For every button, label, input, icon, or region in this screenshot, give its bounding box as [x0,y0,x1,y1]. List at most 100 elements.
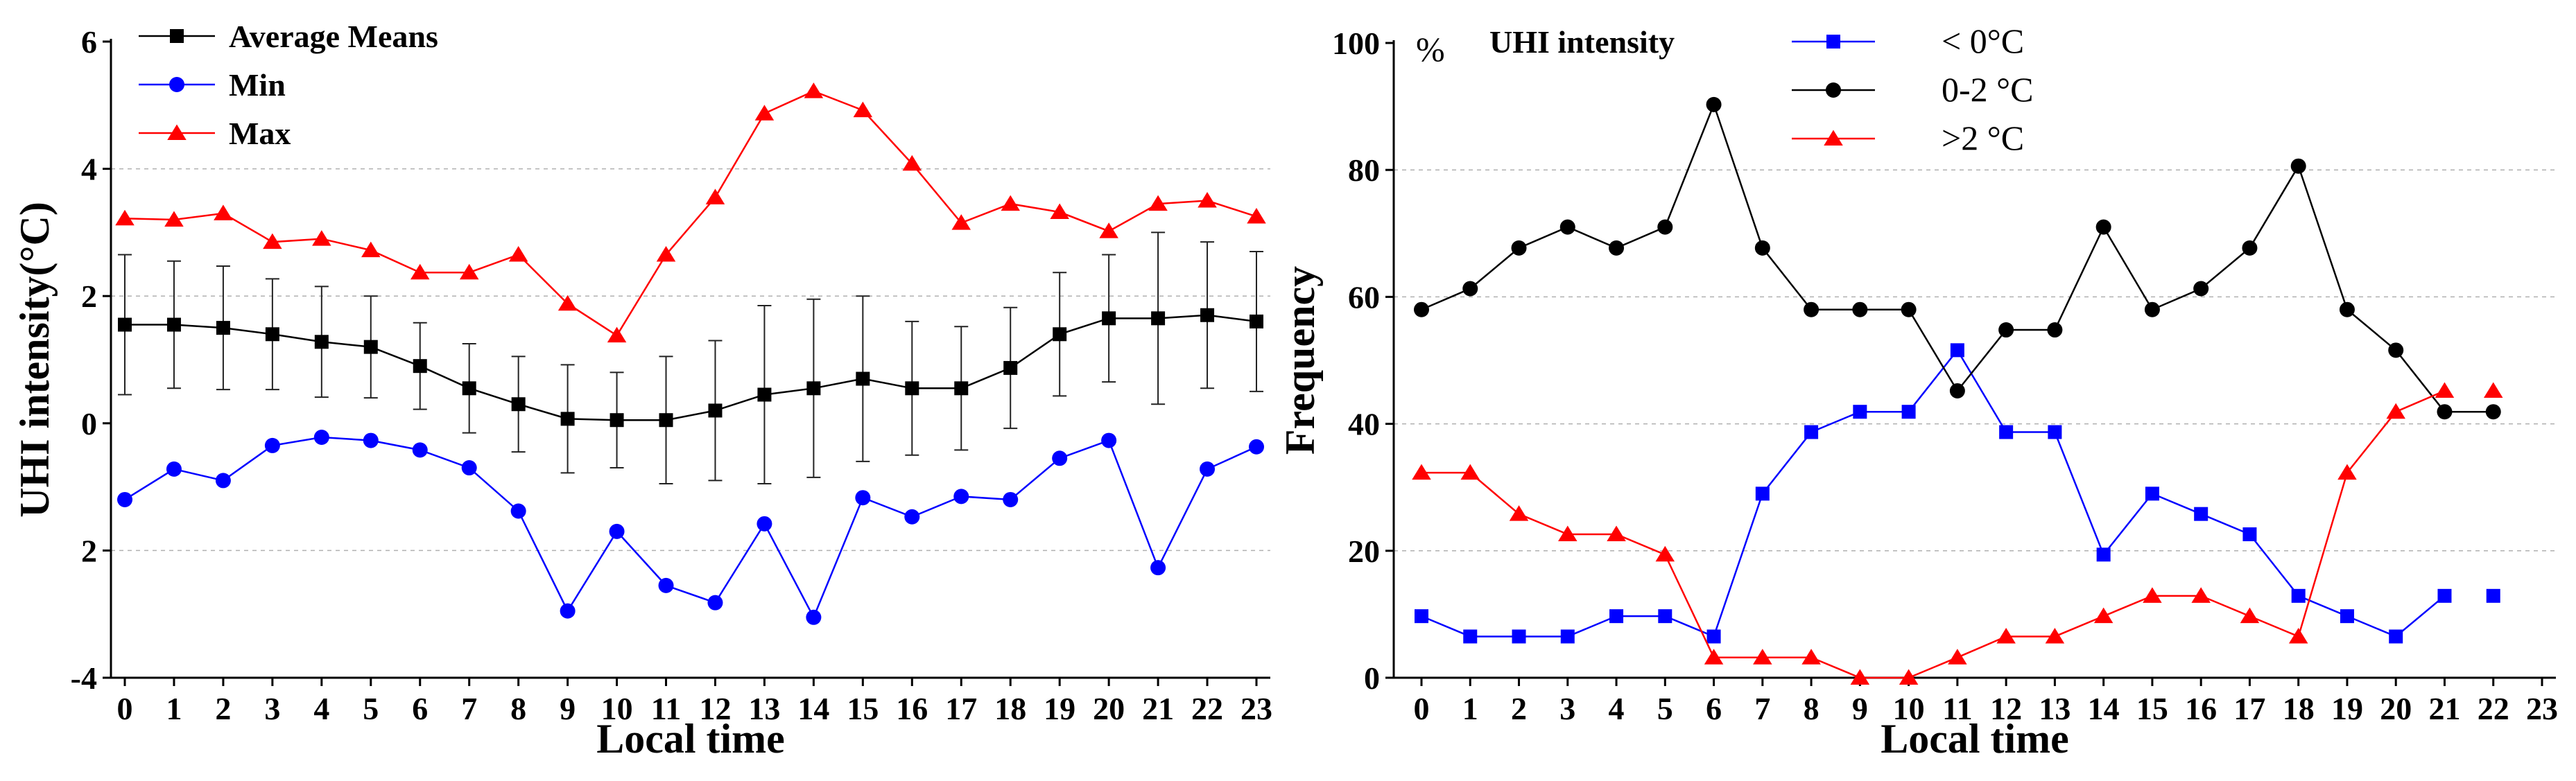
data-point [1754,240,1770,256]
x-tick-label: 1 [1462,691,1478,726]
x-tick-label: 2 [1511,691,1527,726]
x-axis-title: Local time [1881,716,2069,762]
data-point [511,397,526,412]
data-point [2047,322,2063,338]
x-tick-label: 22 [2478,691,2509,726]
x-tick-label: 13 [748,691,780,726]
data-point [164,211,184,227]
x-tick-label: 6 [1706,691,1722,726]
data-point [658,577,674,593]
data-point [2435,382,2455,398]
data-point [1050,203,1069,220]
data-point [462,381,476,396]
x-tick-label: 12 [699,691,731,726]
legend-label: Min [229,67,286,103]
data-point [2340,609,2354,624]
data-point [856,371,870,386]
data-point [1753,649,1772,665]
data-point [2143,587,2162,603]
data-point [2486,588,2500,603]
data-point [1003,491,1019,507]
x-tick-label: 7 [461,691,477,726]
data-point [2191,587,2211,603]
legend-label: >2 °C [1942,119,2024,157]
data-point [2388,342,2404,358]
x-tick-label: 9 [560,691,576,726]
y-tick-label: 2 [81,533,97,568]
data-point [2095,219,2111,235]
data-point [312,230,331,246]
data-point [2193,281,2209,297]
x-tick-label: 0 [117,691,133,726]
data-point [1609,240,1625,256]
x-tick-label: 8 [1804,691,1819,726]
data-point [2483,382,2503,398]
data-point [1804,301,1819,317]
data-point [1052,450,1068,466]
data-point [1999,425,2014,439]
x-tick-label: 21 [2428,691,2460,726]
y-tick-label: 60 [1348,279,1380,315]
x-tick-label: 20 [1093,691,1125,726]
data-point [2485,404,2501,420]
data-point [904,509,920,525]
data-point [1200,308,1215,322]
y-tick-label: -4 [71,660,97,696]
series-line [1421,349,2446,638]
data-point [2093,607,2113,624]
data-point [410,263,430,280]
data-point [953,489,969,504]
data-point [1706,629,1721,644]
data-point [610,413,624,428]
x-tick-label: 16 [2185,691,2217,726]
data-point [1655,545,1675,562]
x-tick-label: 21 [1142,691,1174,726]
x-tick-label: 0 [1414,691,1430,726]
data-point [2096,547,2111,562]
data-point [954,381,969,396]
data-point [214,204,233,220]
data-point [659,413,673,428]
x-tick-label: 10 [1893,691,1925,726]
data-point [1804,425,1819,439]
series-line [1421,389,2445,679]
data-point [1512,629,1526,644]
data-point [853,101,873,118]
legend-title: UHI intensity [1489,24,1675,60]
data-point [1949,383,1965,398]
data-point [560,603,576,619]
data-point [1150,560,1166,576]
data-point [1151,311,1166,326]
y-tick-label: 6 [81,24,97,60]
y-tick-label: 2 [81,279,97,314]
data-point [2437,404,2453,420]
legend-label: 0-2 °C [1942,70,2034,109]
data-point [2389,629,2403,644]
data-point [461,460,477,476]
x-tick-label: 19 [2331,691,2363,726]
data-point [2437,588,2452,603]
data-point [314,335,329,349]
x-tick-label: 5 [1657,691,1673,726]
legend-marker [170,29,184,43]
data-point [1901,405,1916,419]
data-point [1559,219,1575,235]
data-point [1102,311,1116,326]
data-point [2337,464,2357,480]
data-point [1462,281,1478,297]
data-point [707,595,723,611]
data-point [1607,525,1626,541]
data-point [117,491,132,507]
data-point [1560,629,1575,644]
data-point [2242,527,2257,541]
x-tick-label: 11 [1942,691,1972,726]
x-tick-label: 4 [313,691,329,726]
x-tick-label: 20 [2380,691,2412,726]
x-tick-label: 13 [2039,691,2071,726]
data-point [1099,222,1118,238]
x-tick-label: 18 [994,691,1026,726]
data-point [1003,360,1018,375]
